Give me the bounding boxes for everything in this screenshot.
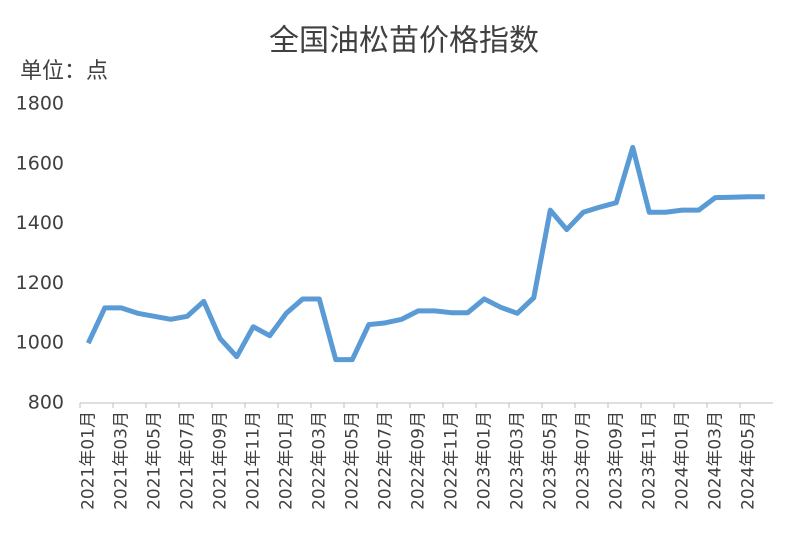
x-tick-label: 2023年05月: [540, 411, 560, 510]
x-tick-label: 2021年09月: [210, 411, 230, 510]
x-tick-label: 2022年05月: [342, 411, 362, 510]
x-tick-label: 2023年03月: [507, 411, 527, 510]
y-tick-label: 1800: [16, 93, 64, 115]
x-tick-label: 2022年11月: [441, 411, 461, 510]
y-tick-label: 1400: [16, 212, 64, 234]
x-tick-label: 2023年11月: [639, 411, 659, 510]
x-tick-label: 2024年03月: [705, 411, 725, 510]
chart-title: 全国油松苗价格指数: [269, 24, 539, 59]
x-tick-label: 2021年03月: [111, 411, 131, 510]
unit-label: 单位：点: [20, 59, 108, 84]
x-tick-label: 2022年03月: [309, 411, 329, 510]
x-tick-label: 2021年01月: [78, 411, 98, 510]
x-tick-label: 2024年05月: [738, 411, 758, 510]
x-tick-label: 2022年01月: [276, 411, 296, 510]
y-tick-label: 800: [28, 392, 64, 414]
x-tick-label: 2023年09月: [606, 411, 626, 510]
y-tick-label: 1600: [16, 152, 64, 174]
x-tick-label: 2024年01月: [672, 411, 692, 510]
y-tick-label: 1000: [16, 332, 64, 354]
y-tick-label: 1200: [16, 272, 64, 294]
x-tick-label: 2021年07月: [177, 411, 197, 510]
x-tick-label: 2022年09月: [408, 411, 428, 510]
x-tick-label: 2023年01月: [474, 411, 494, 510]
x-tick-label: 2023年07月: [573, 411, 593, 510]
x-tick-label: 2021年11月: [243, 411, 263, 510]
data-line: [85, 144, 765, 363]
x-tick-label: 2022年07月: [375, 411, 395, 510]
x-tick-label: 2021年05月: [144, 411, 164, 510]
